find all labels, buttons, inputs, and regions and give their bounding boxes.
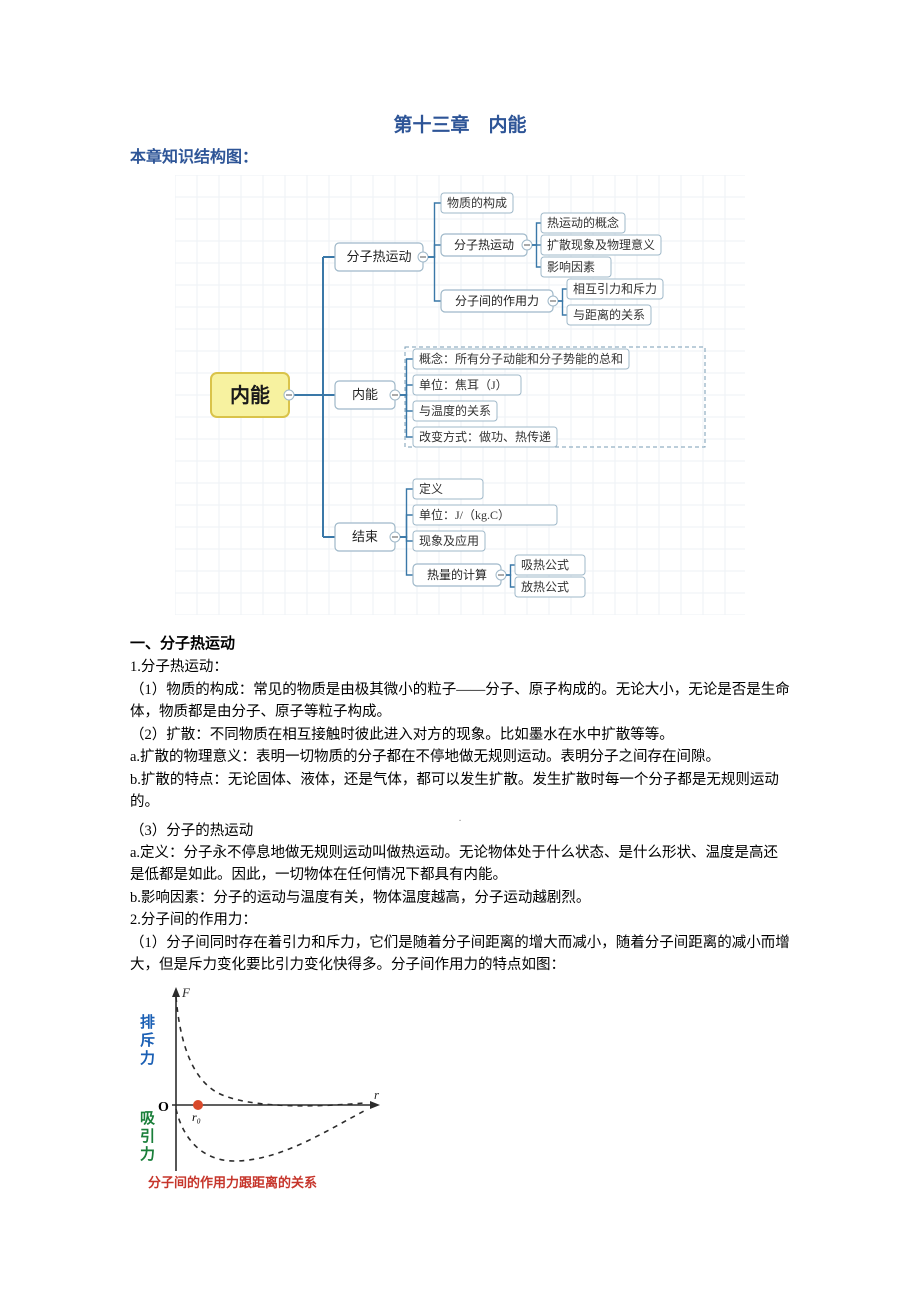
svg-text:放热公式: 放热公式 bbox=[521, 579, 569, 594]
svg-text:与距离的关系: 与距离的关系 bbox=[573, 307, 645, 322]
svg-text:热量的计算: 热量的计算 bbox=[427, 567, 487, 582]
sec1-heading: 一、分子热运动 bbox=[130, 633, 790, 656]
svg-text:r: r bbox=[374, 1087, 380, 1102]
svg-text:概念：所有分子动能和分子势能的总和: 概念：所有分子动能和分子势能的总和 bbox=[419, 351, 623, 366]
svg-text:热运动的概念: 热运动的概念 bbox=[547, 215, 619, 230]
structure-label: 本章知识结构图： bbox=[130, 143, 790, 167]
svg-text:引: 引 bbox=[140, 1128, 155, 1145]
svg-text:力: 力 bbox=[140, 1049, 155, 1067]
svg-text:物质的构成: 物质的构成 bbox=[447, 195, 507, 210]
svg-text:定义: 定义 bbox=[419, 481, 443, 496]
force-distance-graph: FrOr₀排斥力吸引力分子间的作用力跟距离的关系 bbox=[130, 983, 400, 1193]
p2-label: 2.分子间的作用力： bbox=[130, 909, 790, 931]
p1a: （1）物质的构成：常见的物质是由极其微小的粒子——分子、原子构成的。无论大小，无… bbox=[130, 679, 790, 724]
svg-text:吸: 吸 bbox=[140, 1110, 156, 1127]
svg-text:排: 排 bbox=[140, 1013, 155, 1031]
svg-text:分子间的作用力: 分子间的作用力 bbox=[455, 293, 539, 308]
svg-text:力: 力 bbox=[140, 1145, 155, 1163]
svg-text:单位：J/（kg.C）: 单位：J/（kg.C） bbox=[419, 507, 510, 522]
p1f: a.定义：分子永不停息地做无规则运动叫做热运动。无论物体处于什么状态、是什么形状… bbox=[130, 842, 790, 887]
svg-text:相互引力和斥力: 相互引力和斥力 bbox=[573, 282, 657, 296]
svg-text:改变方式：做功、热传递: 改变方式：做功、热传递 bbox=[419, 429, 551, 444]
svg-text:分子间的作用力跟距离的关系: 分子间的作用力跟距离的关系 bbox=[148, 1175, 317, 1190]
p1b: （2）扩散：不同物质在相互接触时彼此进入对方的现象。比如墨水在水中扩散等等。 bbox=[130, 724, 790, 746]
svg-text:O: O bbox=[158, 1100, 169, 1115]
p1d: b.扩散的特点：无论固体、液体，还是气体，都可以发生扩散。发生扩散时每一个分子都… bbox=[130, 769, 790, 814]
mindmap-diagram: 内能 分子热运动 物质的构成分子热运动 热运动的概念扩散现象及物理意义影响因素分子间的… bbox=[175, 175, 745, 615]
svg-text:r₀: r₀ bbox=[192, 1110, 201, 1124]
svg-text:分子热运动: 分子热运动 bbox=[454, 238, 514, 252]
svg-text:内能: 内能 bbox=[230, 383, 270, 407]
svg-text:与温度的关系: 与温度的关系 bbox=[419, 403, 491, 418]
svg-text:吸热公式: 吸热公式 bbox=[521, 558, 569, 572]
svg-text:分子热运动: 分子热运动 bbox=[346, 249, 411, 264]
svg-text:扩散现象及物理意义: 扩散现象及物理意义 bbox=[547, 237, 655, 252]
svg-text:影响因素: 影响因素 bbox=[547, 259, 595, 274]
chapter-title: 第十三章 内能 bbox=[130, 110, 790, 137]
svg-text:内能: 内能 bbox=[352, 387, 378, 402]
svg-text:斥: 斥 bbox=[140, 1031, 155, 1049]
svg-text:单位：焦耳（J）: 单位：焦耳（J） bbox=[419, 377, 508, 392]
p1-label: 1.分子热运动： bbox=[130, 656, 790, 678]
svg-text:现象及应用: 现象及应用 bbox=[419, 533, 479, 548]
p1g: b.影响因素：分子的运动与温度有关，物体温度越高，分子运动越剧烈。 bbox=[130, 887, 790, 909]
p2a: （1）分子间同时存在着引力和斥力，它们是随着分子间距离的增大而减小，随着分子间距… bbox=[130, 932, 790, 977]
section-1: 一、分子热运动 1.分子热运动： （1）物质的构成：常见的物质是由极其微小的粒子… bbox=[130, 633, 790, 1200]
svg-text:结束: 结束 bbox=[352, 529, 378, 544]
svg-text:F: F bbox=[181, 985, 191, 1000]
p1c: a.扩散的物理意义：表明一切物质的分子都在不停地做无规则运动。表明分子之间存在间… bbox=[130, 746, 790, 768]
